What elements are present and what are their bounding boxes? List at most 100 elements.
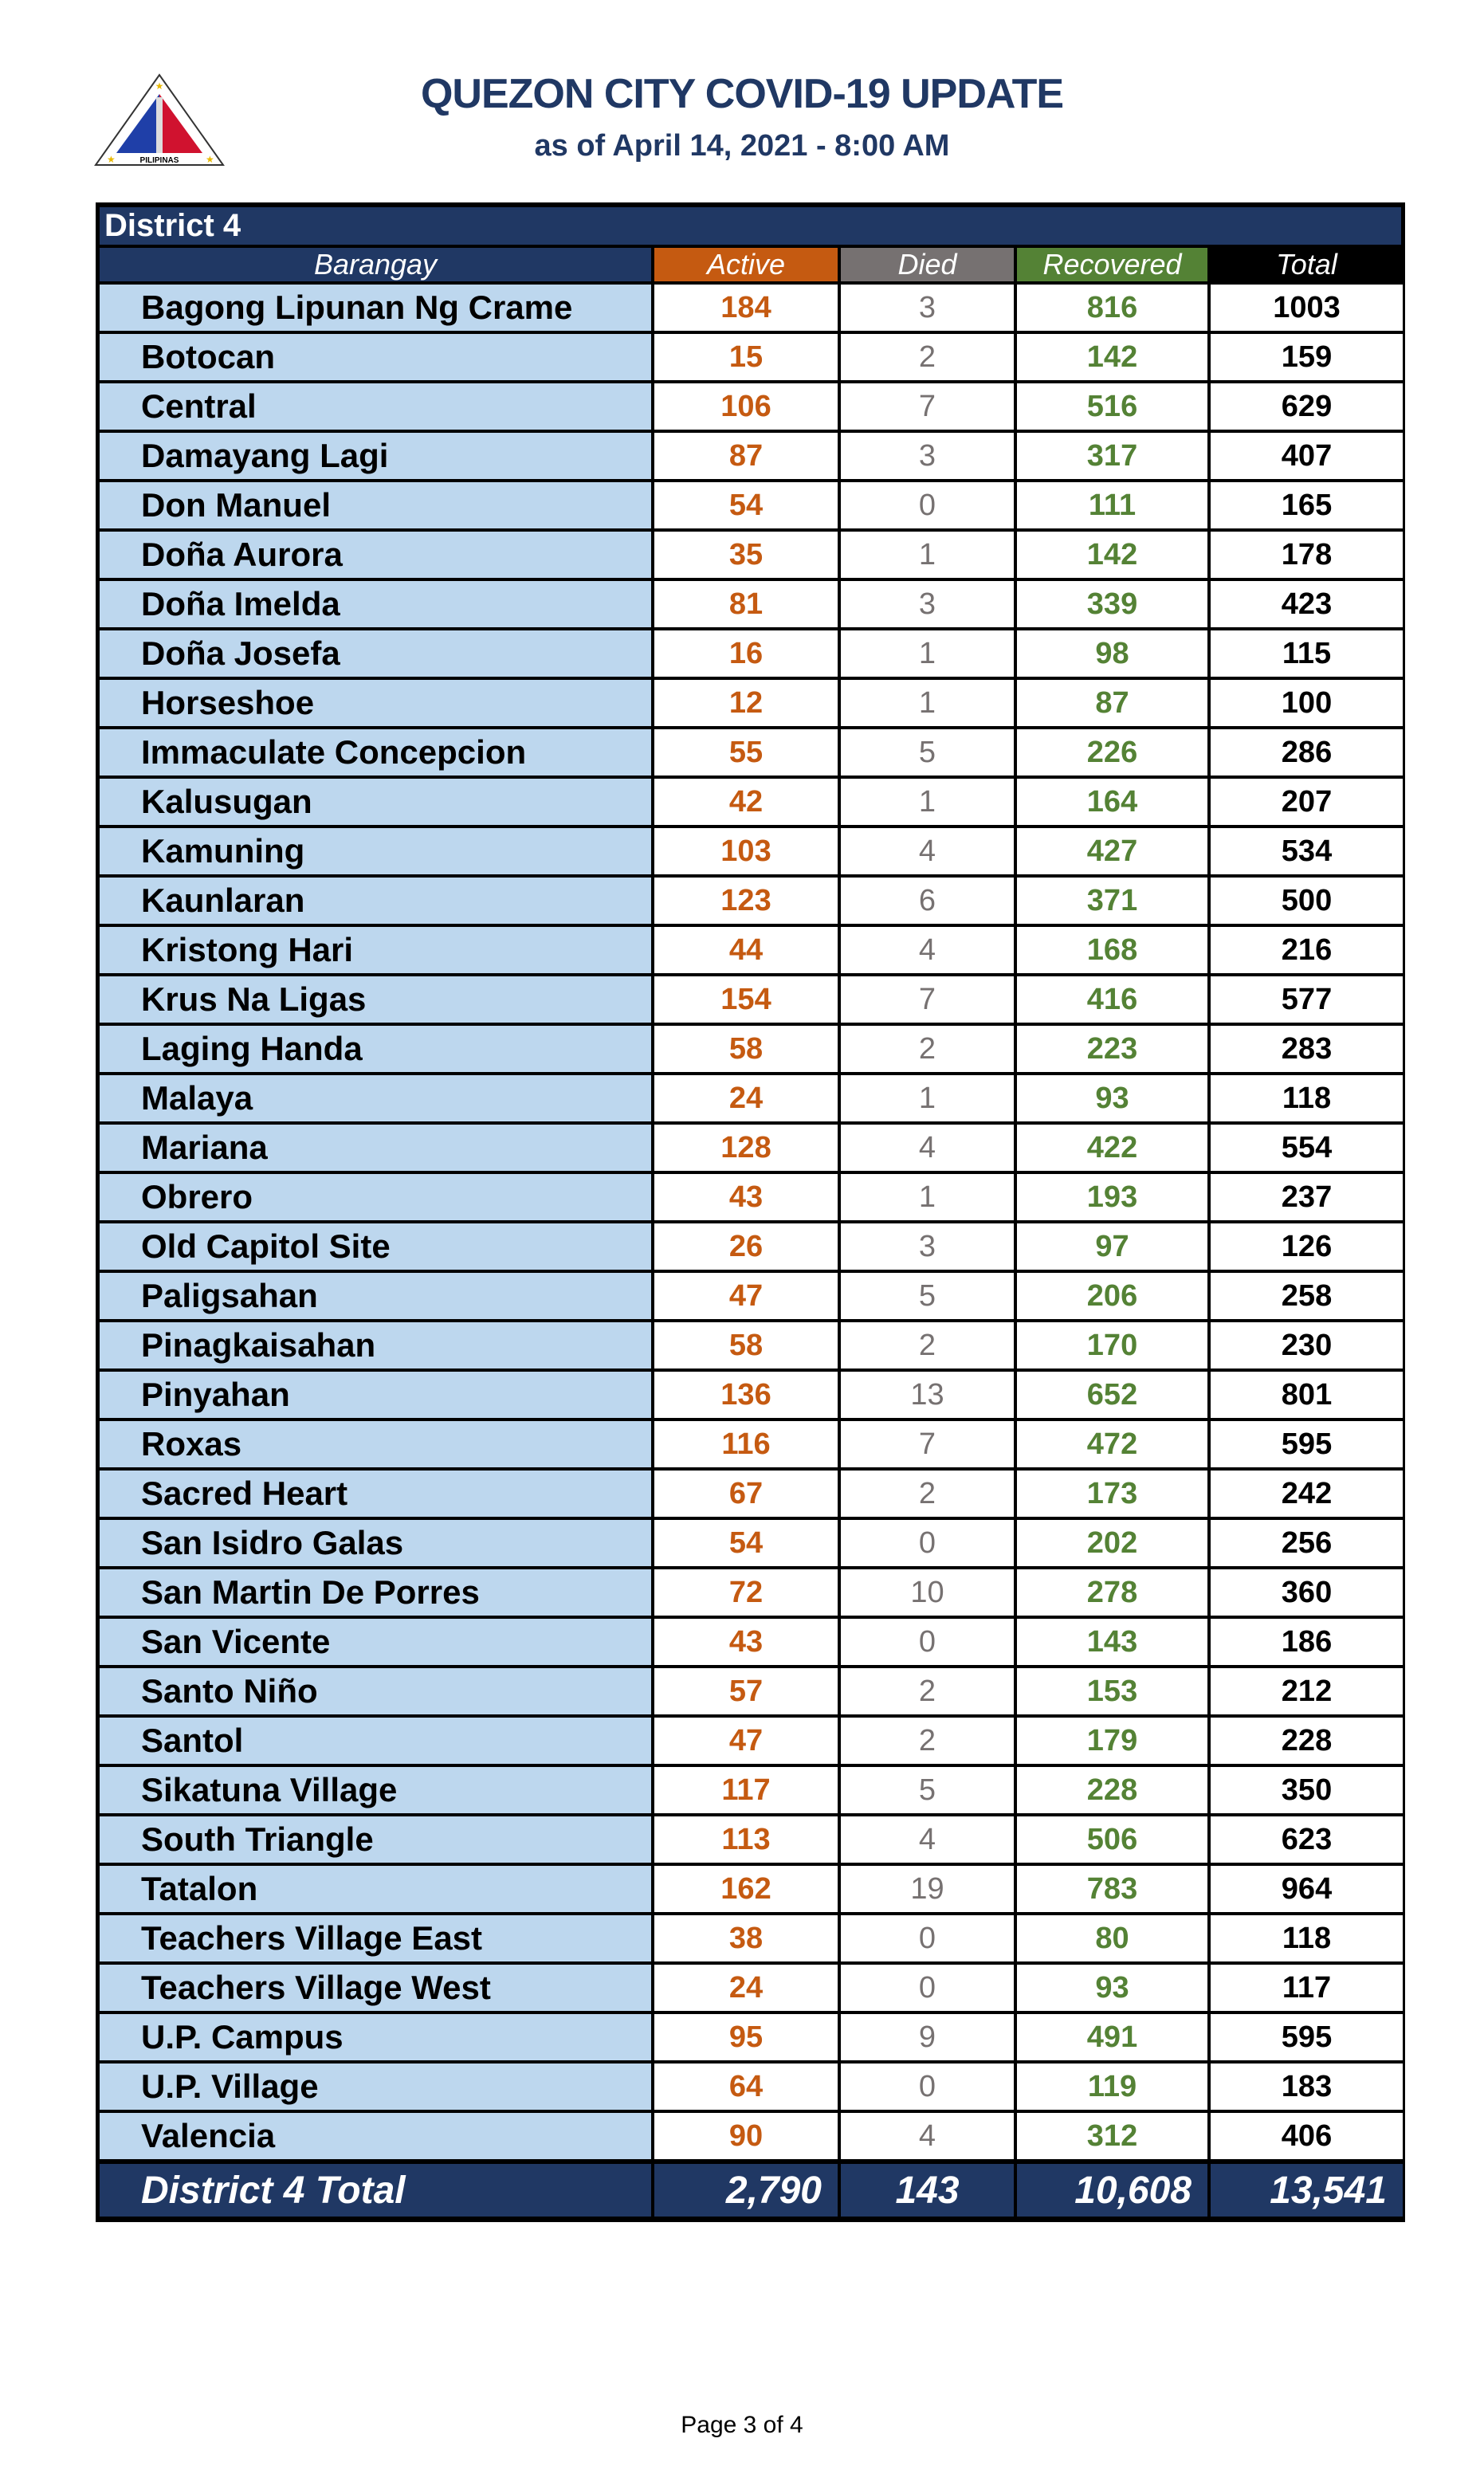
cell-died: 7 — [841, 383, 1014, 430]
cell-recovered: 506 — [1017, 1816, 1207, 1863]
district-total-row: District 4 Total 2,790 143 10,608 13,541 — [100, 2164, 1403, 2217]
cell-barangay: Central — [100, 383, 651, 430]
cell-total: 350 — [1211, 1767, 1403, 1813]
cell-barangay: Don Manuel — [100, 482, 651, 528]
cell-died: 0 — [841, 2064, 1014, 2110]
cell-recovered: 87 — [1017, 680, 1207, 726]
svg-text:★: ★ — [206, 154, 214, 165]
cell-barangay: San Vicente — [100, 1619, 651, 1665]
cell-barangay: Horseshoe — [100, 680, 651, 726]
cell-active: 16 — [654, 630, 838, 677]
cell-died: 2 — [841, 334, 1014, 380]
cell-barangay: Sacred Heart — [100, 1471, 651, 1517]
cell-total: 595 — [1211, 1421, 1403, 1467]
cell-recovered: 371 — [1017, 878, 1207, 924]
cell-barangay: Teachers Village East — [100, 1915, 651, 1961]
svg-text:PILIPINAS: PILIPINAS — [140, 156, 179, 165]
cell-died: 4 — [841, 2113, 1014, 2159]
cell-died: 19 — [841, 1866, 1014, 1912]
cell-total: 629 — [1211, 383, 1403, 430]
cell-total: 186 — [1211, 1619, 1403, 1665]
cell-recovered: 111 — [1017, 482, 1207, 528]
total-label: District 4 Total — [100, 2164, 651, 2217]
cell-total: 623 — [1211, 1816, 1403, 1863]
cell-barangay: Botocan — [100, 334, 651, 380]
cell-active: 12 — [654, 680, 838, 726]
cell-died: 0 — [841, 1965, 1014, 2011]
cell-active: 64 — [654, 2064, 838, 2110]
cell-barangay: Doña Aurora — [100, 532, 651, 578]
cell-recovered: 170 — [1017, 1322, 1207, 1368]
cell-total: 407 — [1211, 433, 1403, 479]
cell-total: 406 — [1211, 2113, 1403, 2159]
cell-total: 207 — [1211, 779, 1403, 825]
cell-active: 44 — [654, 927, 838, 973]
page-subtitle: as of April 14, 2021 - 8:00 AM — [534, 129, 950, 163]
cell-died: 2 — [841, 1668, 1014, 1714]
table-row: San Isidro Galas 54 0 202 256 — [100, 1520, 1403, 1566]
column-header-died: Died — [841, 248, 1014, 281]
page-title: QUEZON CITY COVID-19 UPDATE — [420, 71, 1064, 117]
cell-died: 6 — [841, 878, 1014, 924]
table-row: Teachers Village East 38 0 80 118 — [100, 1915, 1403, 1961]
cell-total: 964 — [1211, 1866, 1403, 1912]
cell-died: 4 — [841, 828, 1014, 874]
cell-barangay: Valencia — [100, 2113, 651, 2159]
cell-barangay: Kaunlaran — [100, 878, 651, 924]
quezon-city-seal-logo: PILIPINAS ★ ★ ★ — [94, 73, 225, 166]
cell-recovered: 80 — [1017, 1915, 1207, 1961]
cell-died: 2 — [841, 1471, 1014, 1517]
cell-active: 81 — [654, 581, 838, 627]
cell-recovered: 97 — [1017, 1223, 1207, 1270]
table-row: Valencia 90 4 312 406 — [100, 2113, 1403, 2159]
cell-total: 534 — [1211, 828, 1403, 874]
cell-barangay: Laging Handa — [100, 1026, 651, 1072]
cell-barangay: Paligsahan — [100, 1273, 651, 1319]
cell-barangay: Pinyahan — [100, 1372, 651, 1418]
district-header: District 4 — [100, 207, 1401, 245]
cell-active: 43 — [654, 1619, 838, 1665]
cell-recovered: 226 — [1017, 729, 1207, 776]
table-row: South Triangle 113 4 506 623 — [100, 1816, 1403, 1863]
cell-barangay: Krus Na Ligas — [100, 976, 651, 1023]
total-total: 13,541 — [1211, 2164, 1403, 2217]
table-row: San Martin De Porres 72 10 278 360 — [100, 1569, 1403, 1616]
table-row: Horseshoe 12 1 87 100 — [100, 680, 1403, 726]
cell-died: 1 — [841, 680, 1014, 726]
table-row: Doña Josefa 16 1 98 115 — [100, 630, 1403, 677]
cell-died: 5 — [841, 1767, 1014, 1813]
cell-barangay: Kamuning — [100, 828, 651, 874]
cell-active: 58 — [654, 1322, 838, 1368]
cell-total: 228 — [1211, 1718, 1403, 1764]
cell-recovered: 472 — [1017, 1421, 1207, 1467]
cell-barangay: Doña Josefa — [100, 630, 651, 677]
table-body: Bagong Lipunan Ng Crame 184 3 816 1003 Botoca… — [100, 285, 1403, 2159]
cell-recovered: 202 — [1017, 1520, 1207, 1566]
cell-active: 106 — [654, 383, 838, 430]
cell-died: 0 — [841, 482, 1014, 528]
cell-active: 184 — [654, 285, 838, 331]
cell-total: 216 — [1211, 927, 1403, 973]
cell-total: 212 — [1211, 1668, 1403, 1714]
cell-died: 1 — [841, 630, 1014, 677]
cell-recovered: 312 — [1017, 2113, 1207, 2159]
table-row: Kaunlaran 123 6 371 500 — [100, 878, 1403, 924]
table-row: Immaculate Concepcion 55 5 226 286 — [100, 729, 1403, 776]
cell-died: 1 — [841, 1075, 1014, 1121]
cell-barangay: San Isidro Galas — [100, 1520, 651, 1566]
cell-recovered: 652 — [1017, 1372, 1207, 1418]
cell-total: 256 — [1211, 1520, 1403, 1566]
column-header-recovered: Recovered — [1017, 248, 1207, 281]
cell-active: 24 — [654, 1965, 838, 2011]
cell-active: 26 — [654, 1223, 838, 1270]
cell-died: 1 — [841, 532, 1014, 578]
cell-total: 178 — [1211, 532, 1403, 578]
cell-died: 5 — [841, 729, 1014, 776]
cell-active: 103 — [654, 828, 838, 874]
table-row: Pinyahan 136 13 652 801 — [100, 1372, 1403, 1418]
cell-died: 0 — [841, 1915, 1014, 1961]
table-row: Kalusugan 42 1 164 207 — [100, 779, 1403, 825]
cell-active: 113 — [654, 1816, 838, 1863]
cell-active: 38 — [654, 1915, 838, 1961]
cell-active: 72 — [654, 1569, 838, 1616]
